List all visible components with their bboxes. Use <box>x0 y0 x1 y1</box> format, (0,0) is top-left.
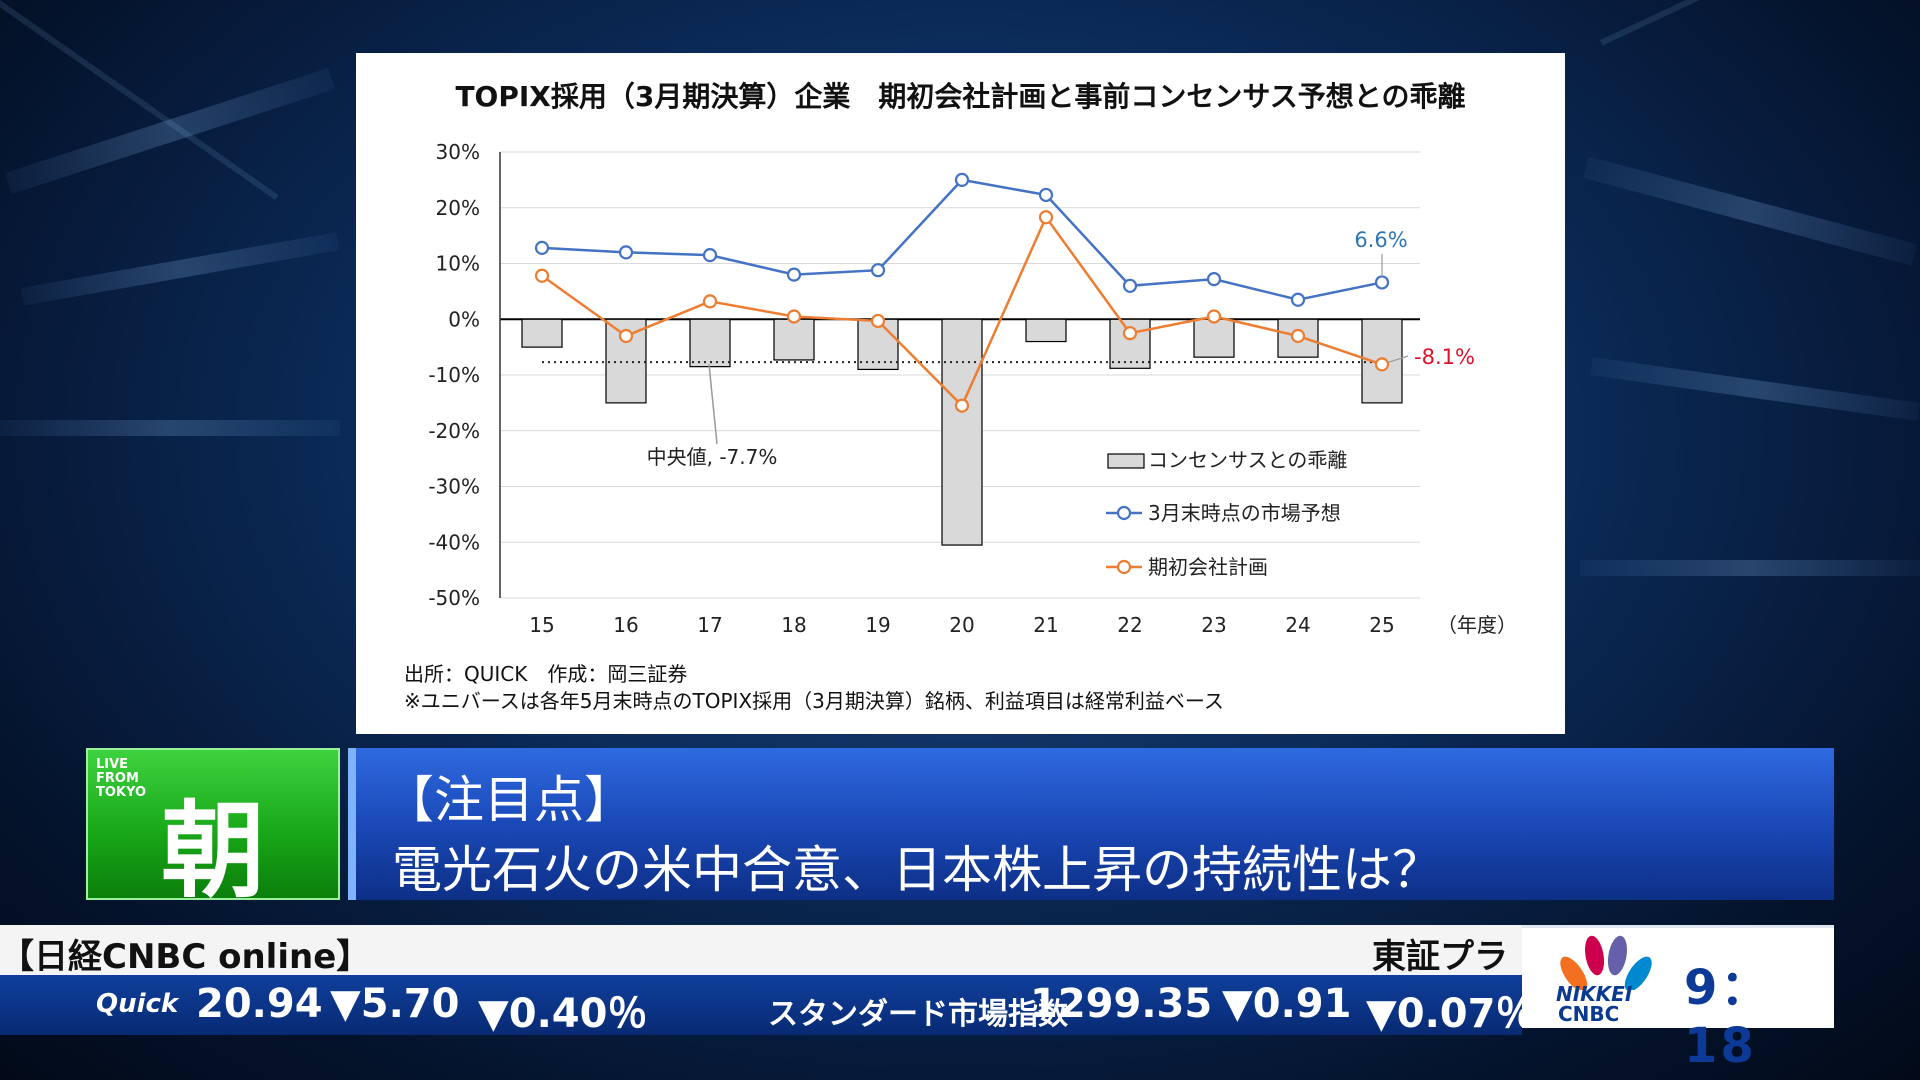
live-from-tokyo-label: LIVE FROM TOKYO <box>96 757 146 800</box>
point-market-forecast <box>1038 187 1054 203</box>
legend-swatch-marker <box>1116 559 1132 575</box>
bar-consensus-gap <box>1193 318 1235 358</box>
annotation-market-last: 6.6% <box>1354 228 1407 252</box>
median-label: 中央値, -7.7% <box>647 445 778 469</box>
clock-box: NIKKEI CNBC 9：18 <box>1522 925 1834 1074</box>
point-company-plan <box>786 309 802 324</box>
clock-time: 9：18 <box>1684 960 1772 1074</box>
ticker-index-name: スタンダード市場指数 <box>768 997 1068 1032</box>
bar-consensus-gap <box>521 318 563 348</box>
y-tick-label: -40% <box>428 530 480 554</box>
ticker-index-change-pct: ▼0.07％ <box>1366 991 1536 1037</box>
x-tick-label: 17 <box>697 613 722 637</box>
bar-consensus-gap <box>1025 318 1067 343</box>
x-tick-label: 24 <box>1285 613 1310 637</box>
ticker-change: ▼5.70 <box>330 981 460 1027</box>
x-tick-label: 19 <box>865 613 890 637</box>
ticker-bottom-bar: Quick 20.94 ▼5.70 ▼0.40％ スタンダード市場指数 1299… <box>0 975 1535 1037</box>
legend-label: コンセンサスとの乖離 <box>1148 448 1347 472</box>
program-logo: LIVE FROM TOKYO 朝 <box>86 748 340 912</box>
point-market-forecast <box>870 263 886 278</box>
source-note: 出所：QUICK 作成：岡三証券 <box>404 662 688 686</box>
point-market-forecast <box>1122 278 1138 293</box>
point-company-plan <box>702 294 718 309</box>
annotation-leader <box>1387 355 1409 363</box>
ticker-market-label: 東証プラ <box>1372 937 1508 977</box>
headline-box: 【注目点】 電光石火の米中合意、日本株上昇の持続性は？ <box>348 748 1834 900</box>
x-tick-label: 20 <box>949 613 974 637</box>
x-tick-label: 23 <box>1201 613 1226 637</box>
y-tick-label: -50% <box>428 586 480 610</box>
headline-text: 電光石火の米中合意、日本株上昇の持続性は？ <box>392 841 1442 899</box>
chart-plot: 30% 20% 10% 0% -10% -20% -30% -40% -50% 中央値, -7.7… <box>428 140 1517 637</box>
y-tick-label: -20% <box>428 419 480 443</box>
point-market-forecast <box>618 245 634 260</box>
point-market-forecast <box>1374 275 1390 290</box>
bar-consensus-gap <box>773 318 815 361</box>
legend-swatch-marker <box>1116 505 1132 521</box>
ticker-source-label: 【日経CNBC online】 <box>0 937 371 977</box>
nbc-peacock-icon <box>1560 935 1652 990</box>
legend-swatch-bar <box>1107 453 1145 469</box>
ticker-index-change: ▼0.91 <box>1222 981 1352 1027</box>
point-market-forecast <box>1206 272 1222 287</box>
point-company-plan <box>1038 210 1054 225</box>
nikkei-wordmark: NIKKEI <box>1556 982 1633 1006</box>
x-tick-label: 16 <box>613 613 638 637</box>
point-market-forecast <box>1290 292 1306 307</box>
bar-consensus-gap <box>941 318 983 546</box>
chart-title: TOPIX採用（3月期決算）企業 期初会社計画と事前コンセンサス予想との乖離 <box>455 80 1466 113</box>
point-market-forecast <box>534 240 550 255</box>
x-tick-label: 21 <box>1033 613 1058 637</box>
y-tick-label: 10% <box>436 252 480 276</box>
point-company-plan <box>1206 309 1222 324</box>
chart-card: TOPIX採用（3月期決算）企業 期初会社計画と事前コンセンサス予想との乖離 3… <box>356 53 1565 734</box>
point-company-plan <box>954 398 970 413</box>
ticker-index-value: 1299.35 <box>1030 981 1213 1027</box>
headline-tag: 【注目点】 <box>384 771 634 829</box>
y-tick-label: 20% <box>436 196 480 220</box>
y-tick-label: 30% <box>436 140 480 164</box>
quick-logo: Quick <box>96 989 179 1019</box>
x-tick-label: 18 <box>781 613 806 637</box>
ticker-change-pct: ▼0.40％ <box>478 991 648 1037</box>
x-tick-label: 15 <box>529 613 554 637</box>
y-tick-label: -30% <box>428 475 480 499</box>
point-market-forecast <box>954 172 970 187</box>
ticker-value: 20.94 <box>196 981 323 1027</box>
point-company-plan <box>1122 326 1138 341</box>
point-company-plan <box>870 313 886 329</box>
point-company-plan <box>1374 357 1390 372</box>
legend-label: 期初会社計画 <box>1148 555 1268 579</box>
y-tick-label: -10% <box>428 363 480 387</box>
point-company-plan <box>1290 328 1306 344</box>
bar-consensus-gap <box>689 318 731 368</box>
universe-note: ※ユニバースは各年5月末時点のTOPIX採用（3月期決算）銘柄、利益項目は経常利… <box>404 689 1224 713</box>
point-company-plan <box>534 268 550 283</box>
program-name: 朝 <box>160 789 265 912</box>
x-tick-label: 22 <box>1117 613 1142 637</box>
annotation-plan-last: -8.1% <box>1414 345 1475 369</box>
cnbc-wordmark: CNBC <box>1558 1002 1620 1026</box>
legend-label: 3月末時点の市場予想 <box>1148 501 1341 525</box>
ticker-top-bar: 【日経CNBC online】 東証プラ <box>0 925 1522 977</box>
y-tick-label: 0% <box>448 307 480 331</box>
median-leader-line <box>708 364 718 445</box>
point-market-forecast <box>786 267 802 282</box>
point-company-plan <box>618 328 634 344</box>
point-market-forecast <box>702 248 718 263</box>
x-unit-label: （年度） <box>1437 613 1517 637</box>
line-market-forecast <box>541 178 1383 302</box>
x-tick-label: 25 <box>1369 613 1394 637</box>
